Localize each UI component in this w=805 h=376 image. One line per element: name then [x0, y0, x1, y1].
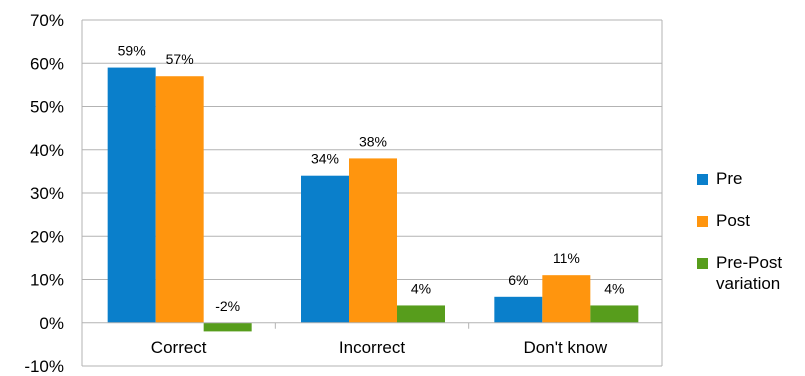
- legend-swatch: [697, 216, 708, 227]
- y-tick-label: 30%: [30, 184, 64, 203]
- bar: [107, 67, 156, 323]
- data-label: 57%: [166, 51, 194, 67]
- legend-label: Pre: [716, 169, 742, 188]
- y-tick-label: 60%: [30, 54, 64, 73]
- bar: [590, 305, 639, 323]
- category-label: Don't know: [524, 338, 608, 357]
- y-tick-label: 50%: [30, 98, 64, 117]
- data-labels: 59% 34% 6% 57% 38% 11% -2% 4% 4%: [118, 43, 625, 314]
- legend-swatch: [697, 258, 708, 269]
- bar: [155, 76, 204, 323]
- data-label: 34%: [311, 151, 339, 167]
- bar: [349, 158, 397, 323]
- data-label: 6%: [508, 272, 528, 288]
- data-label: 38%: [359, 133, 387, 149]
- legend-label: Post: [716, 211, 750, 230]
- bar: [301, 175, 349, 323]
- bar: [494, 296, 543, 323]
- data-label: 4%: [411, 280, 431, 296]
- data-label: 59%: [118, 43, 146, 59]
- data-label: 11%: [553, 250, 580, 266]
- legend-label: Pre-Post variation: [716, 253, 782, 293]
- y-axis-tick-labels: -10% 0% 10% 20% 30% 40% 50% 60% 70%: [24, 11, 64, 376]
- y-tick-label: 20%: [30, 227, 64, 246]
- category-label: Correct: [151, 338, 207, 357]
- legend: Pre Post Pre-Post variation: [697, 169, 782, 293]
- axes: [81, 20, 663, 367]
- y-tick-label: -10%: [24, 357, 64, 376]
- bars: [107, 67, 639, 332]
- bar: [397, 305, 445, 323]
- data-label: -2%: [215, 298, 240, 314]
- category-label: Incorrect: [339, 338, 405, 357]
- category-labels: Correct Incorrect Don't know: [151, 338, 608, 357]
- bar: [203, 322, 252, 332]
- y-tick-label: 10%: [30, 271, 64, 290]
- data-label: 4%: [604, 280, 624, 296]
- y-tick-label: 70%: [30, 11, 64, 30]
- y-tick-label: 40%: [30, 141, 64, 160]
- legend-swatch: [697, 174, 708, 185]
- bar: [542, 275, 591, 323]
- y-tick-label: 0%: [39, 314, 64, 333]
